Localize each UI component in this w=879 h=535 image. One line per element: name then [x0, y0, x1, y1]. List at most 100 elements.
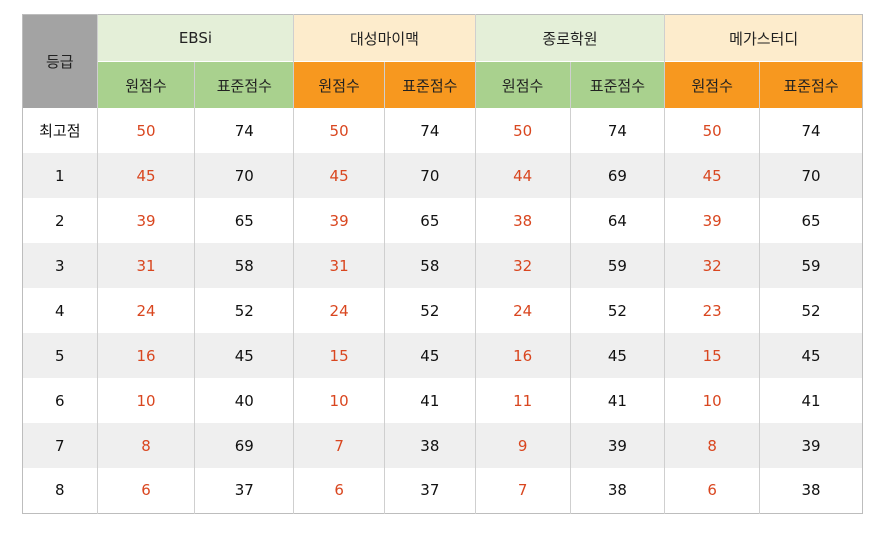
standard-score-cell: 40 [194, 378, 294, 423]
raw-score-cell: 50 [474, 108, 570, 153]
standard-score-header: 표준점수 [759, 61, 863, 108]
grade-cell: 3 [22, 243, 98, 288]
table-row: 7 8 69 7 38 9 39 8 39 [22, 423, 863, 468]
grade-cell: 5 [22, 333, 98, 378]
table-row: 6 10 40 10 41 11 41 10 41 [22, 378, 863, 423]
standard-score-cell: 70 [194, 153, 294, 198]
raw-score-cell: 50 [96, 108, 195, 153]
raw-score-cell: 50 [293, 108, 385, 153]
table-body: 최고점 50 74 50 74 50 74 50 74 1 45 70 45 70 44 69 45 70 2 39 6… [22, 108, 863, 513]
raw-score-cell: 10 [664, 378, 760, 423]
standard-score-cell: 52 [759, 288, 863, 333]
raw-score-cell: 44 [474, 153, 570, 198]
standard-score-cell: 38 [569, 468, 665, 513]
raw-score-cell: 16 [474, 333, 570, 378]
raw-score-header: 원점수 [664, 61, 760, 108]
standard-score-cell: 52 [194, 288, 294, 333]
grade-cell: 4 [22, 288, 98, 333]
standard-score-cell: 74 [569, 108, 665, 153]
standard-score-cell: 41 [383, 378, 476, 423]
standard-score-cell: 59 [569, 243, 665, 288]
standard-score-cell: 65 [383, 198, 476, 243]
raw-score-cell: 10 [96, 378, 195, 423]
raw-score-cell: 6 [664, 468, 760, 513]
table-row: 최고점 50 74 50 74 50 74 50 74 [22, 108, 863, 153]
standard-score-cell: 52 [569, 288, 665, 333]
standard-score-cell: 37 [194, 468, 294, 513]
source-header-jongro: 종로학원 [474, 14, 665, 62]
standard-score-cell: 65 [194, 198, 294, 243]
raw-score-cell: 38 [474, 198, 570, 243]
table-row: 2 39 65 39 65 38 64 39 65 [22, 198, 863, 243]
grade-cell: 6 [22, 378, 98, 423]
standard-score-cell: 70 [759, 153, 863, 198]
grade-cell: 8 [22, 468, 98, 513]
standard-score-cell: 69 [569, 153, 665, 198]
raw-score-cell: 11 [474, 378, 570, 423]
standard-score-cell: 58 [383, 243, 476, 288]
standard-score-cell: 41 [759, 378, 863, 423]
source-header-ebsi: EBSi [96, 14, 294, 62]
standard-score-cell: 74 [383, 108, 476, 153]
grade-score-table: 등급 EBSi 대성마이맥 종로학원 메가스터디 원점수 표준점수 원점수 표준… [22, 14, 863, 514]
standard-score-cell: 45 [569, 333, 665, 378]
grade-table-container: 등급 EBSi 대성마이맥 종로학원 메가스터디 원점수 표준점수 원점수 표준… [22, 14, 863, 514]
raw-score-cell: 6 [96, 468, 195, 513]
raw-score-cell: 50 [664, 108, 760, 153]
raw-score-cell: 24 [474, 288, 570, 333]
table-row: 5 16 45 15 45 16 45 15 45 [22, 333, 863, 378]
raw-score-cell: 8 [664, 423, 760, 468]
raw-score-cell: 16 [96, 333, 195, 378]
raw-score-cell: 7 [474, 468, 570, 513]
raw-score-cell: 15 [293, 333, 385, 378]
standard-score-cell: 74 [194, 108, 294, 153]
standard-score-cell: 69 [194, 423, 294, 468]
raw-score-cell: 45 [664, 153, 760, 198]
raw-score-cell: 24 [293, 288, 385, 333]
table-row: 8 6 37 6 37 7 38 6 38 [22, 468, 863, 513]
raw-score-cell: 9 [474, 423, 570, 468]
source-header-daesung: 대성마이맥 [293, 14, 476, 62]
standard-score-cell: 74 [759, 108, 863, 153]
standard-score-header: 표준점수 [383, 61, 476, 108]
standard-score-cell: 39 [569, 423, 665, 468]
table-row: 3 31 58 31 58 32 59 32 59 [22, 243, 863, 288]
raw-score-cell: 39 [293, 198, 385, 243]
raw-score-cell: 15 [664, 333, 760, 378]
raw-score-cell: 31 [96, 243, 195, 288]
standard-score-header: 표준점수 [569, 61, 665, 108]
raw-score-cell: 6 [293, 468, 385, 513]
standard-score-cell: 39 [759, 423, 863, 468]
raw-score-cell: 31 [293, 243, 385, 288]
grade-column-header: 등급 [22, 14, 98, 108]
raw-score-cell: 39 [664, 198, 760, 243]
grade-cell: 최고점 [22, 108, 98, 153]
standard-score-cell: 45 [383, 333, 476, 378]
raw-score-cell: 24 [96, 288, 195, 333]
standard-score-cell: 64 [569, 198, 665, 243]
standard-score-header: 표준점수 [194, 61, 294, 108]
table-row: 1 45 70 45 70 44 69 45 70 [22, 153, 863, 198]
standard-score-cell: 59 [759, 243, 863, 288]
raw-score-header: 원점수 [293, 61, 385, 108]
raw-score-cell: 8 [96, 423, 195, 468]
raw-score-cell: 32 [474, 243, 570, 288]
raw-score-cell: 32 [664, 243, 760, 288]
grade-cell: 7 [22, 423, 98, 468]
raw-score-cell: 45 [293, 153, 385, 198]
table-row: 4 24 52 24 52 24 52 23 52 [22, 288, 863, 333]
raw-score-cell: 23 [664, 288, 760, 333]
grade-cell: 2 [22, 198, 98, 243]
standard-score-cell: 58 [194, 243, 294, 288]
standard-score-cell: 65 [759, 198, 863, 243]
raw-score-cell: 45 [96, 153, 195, 198]
standard-score-cell: 41 [569, 378, 665, 423]
raw-score-cell: 7 [293, 423, 385, 468]
standard-score-cell: 45 [194, 333, 294, 378]
raw-score-header: 원점수 [474, 61, 570, 108]
standard-score-cell: 70 [383, 153, 476, 198]
standard-score-cell: 45 [759, 333, 863, 378]
raw-score-header: 원점수 [97, 61, 195, 108]
standard-score-cell: 38 [759, 468, 863, 513]
raw-score-cell: 10 [293, 378, 385, 423]
